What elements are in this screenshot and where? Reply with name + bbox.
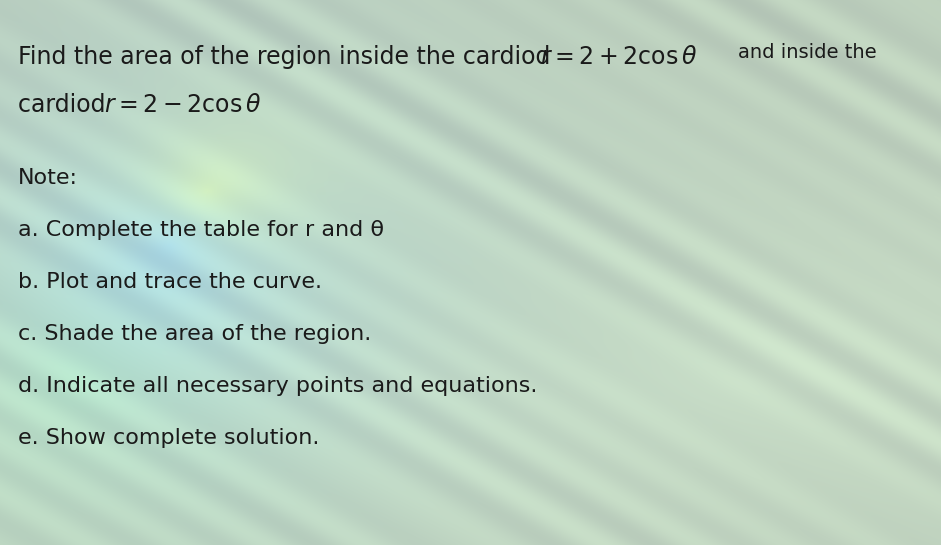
Text: cardiod: cardiod xyxy=(18,93,113,117)
Text: and inside the: and inside the xyxy=(738,43,877,62)
Text: b. Plot and trace the curve.: b. Plot and trace the curve. xyxy=(18,272,322,292)
Text: Note:: Note: xyxy=(18,168,78,188)
Text: $r =  2-2\cos\theta$: $r = 2-2\cos\theta$ xyxy=(104,93,262,117)
Text: d. Indicate all necessary points and equations.: d. Indicate all necessary points and equ… xyxy=(18,376,537,396)
Text: c. Shade the area of the region.: c. Shade the area of the region. xyxy=(18,324,372,344)
Text: e. Show complete solution.: e. Show complete solution. xyxy=(18,428,319,448)
Text: $r = 2+2\cos\theta$: $r = 2+2\cos\theta$ xyxy=(540,45,697,69)
Text: Find the area of the region inside the cardiod: Find the area of the region inside the c… xyxy=(18,45,558,69)
Text: a. Complete the table for r and θ: a. Complete the table for r and θ xyxy=(18,220,384,240)
